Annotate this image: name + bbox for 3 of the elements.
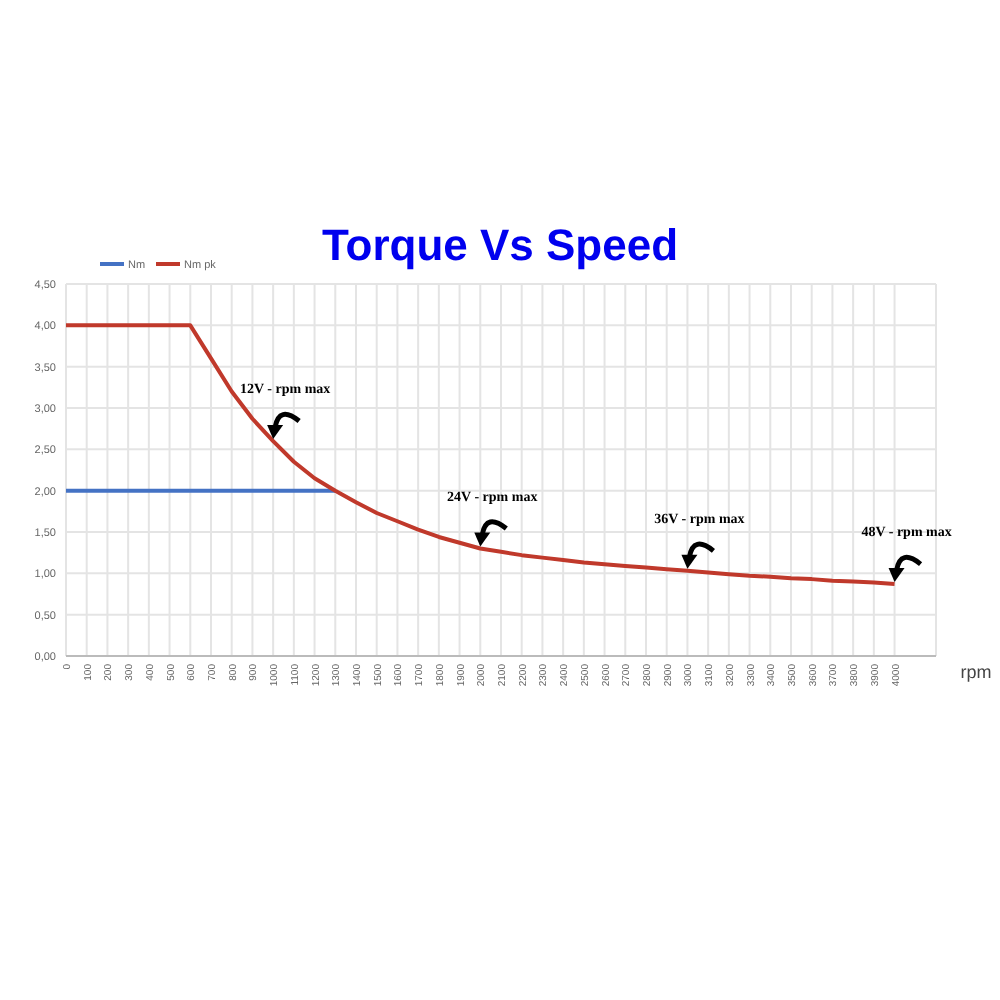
line-series (64, 323, 897, 587)
x-axis-title: rpm (960, 662, 992, 682)
chart-title: Torque Vs Speed (321, 220, 679, 270)
